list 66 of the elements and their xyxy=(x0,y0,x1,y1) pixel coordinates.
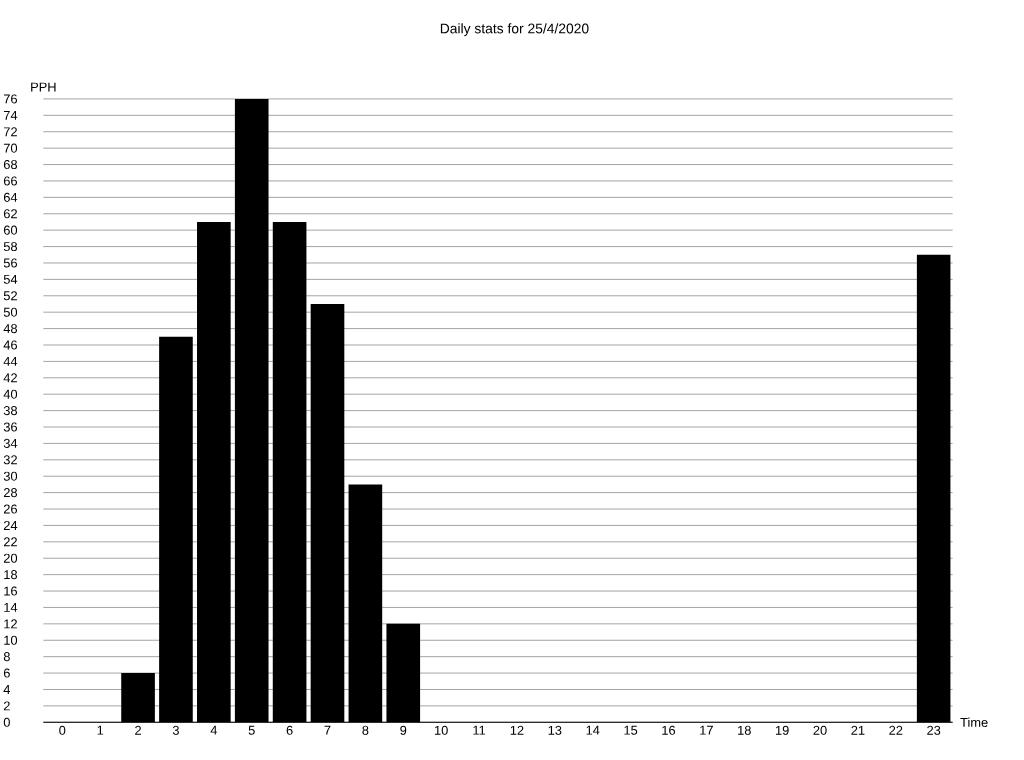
x-tick-label: 19 xyxy=(775,725,789,735)
y-tick-label: 70 xyxy=(3,143,18,153)
y-tick-label: 72 xyxy=(3,127,17,137)
y-tick-label: 46 xyxy=(3,340,18,350)
x-tick-label: 15 xyxy=(624,725,638,735)
y-tick-label: 52 xyxy=(3,291,17,301)
y-axis-title: PPH xyxy=(31,82,56,92)
y-tick-label: 76 xyxy=(3,94,18,104)
x-tick-label: 2 xyxy=(135,725,141,735)
y-tick-label: 14 xyxy=(4,603,18,612)
y-tick-label: 66 xyxy=(3,176,18,186)
y-tick-label: 26 xyxy=(3,504,18,514)
y-tick-label: 50 xyxy=(3,307,18,317)
x-tick-label: 4 xyxy=(210,725,218,735)
x-tick-label: 10 xyxy=(434,725,448,735)
y-tick-label: 30 xyxy=(3,471,18,481)
x-tick-label: 0 xyxy=(59,725,66,735)
y-tick-label: 20 xyxy=(3,553,18,563)
x-tick-label: 22 xyxy=(889,725,903,735)
y-tick-label: 68 xyxy=(3,160,18,170)
y-tick-label: 18 xyxy=(4,570,18,580)
x-tick-label: 17 xyxy=(700,725,713,735)
x-tick-label: 7 xyxy=(324,725,331,735)
y-tick-label: 6 xyxy=(3,668,10,678)
chart-title: Daily stats for 25/4/2020 xyxy=(440,23,589,37)
x-tick-label: 11 xyxy=(473,725,486,735)
x-tick-label: 3 xyxy=(172,725,179,735)
y-tick-label: 4 xyxy=(3,685,11,694)
x-tick-label: 9 xyxy=(400,725,407,735)
y-tick-label: 28 xyxy=(3,488,18,498)
y-tick-label: 12 xyxy=(4,619,17,629)
x-tick-label: 23 xyxy=(927,725,941,735)
y-tick-label: 2 xyxy=(3,701,10,711)
y-tick-label: 34 xyxy=(3,438,18,449)
y-tick-label: 56 xyxy=(3,258,18,268)
y-tick-label: 22 xyxy=(3,537,17,547)
y-tick-label: 16 xyxy=(4,586,18,596)
y-tick-label: 58 xyxy=(3,242,18,252)
x-axis-title: Time xyxy=(960,717,988,728)
y-tick-label: 36 xyxy=(3,422,18,432)
y-tick-label: 42 xyxy=(3,373,17,383)
x-tick-label: 6 xyxy=(286,725,293,735)
x-tick-label: 14 xyxy=(586,725,600,735)
x-tick-label: 20 xyxy=(813,725,827,735)
y-tick-label: 8 xyxy=(3,652,10,662)
x-tick-label: 16 xyxy=(662,725,676,735)
y-tick-label: 10 xyxy=(4,635,18,645)
y-tick-label: 62 xyxy=(3,209,17,219)
x-tick-label: 12 xyxy=(510,725,524,735)
y-tick-label: 0 xyxy=(3,717,10,727)
y-tick-label: 54 xyxy=(3,274,18,284)
y-tick-label: 64 xyxy=(3,192,18,202)
y-tick-label: 44 xyxy=(3,357,18,366)
x-tick-label: 13 xyxy=(548,725,562,735)
y-tick-label: 60 xyxy=(3,225,18,235)
y-tick-label: 32 xyxy=(3,455,17,465)
y-tick-label: 40 xyxy=(3,389,18,399)
x-tick-label: 1 xyxy=(97,725,104,735)
x-tick-label: 5 xyxy=(248,725,255,735)
y-tick-label: 24 xyxy=(3,521,18,530)
x-tick-label: 21 xyxy=(851,725,865,735)
y-tick-label: 48 xyxy=(3,324,18,334)
x-tick-label: 18 xyxy=(738,725,751,735)
y-tick-label: 38 xyxy=(3,406,18,416)
x-tick-label: 8 xyxy=(362,725,369,735)
y-tick-label: 74 xyxy=(3,110,18,120)
